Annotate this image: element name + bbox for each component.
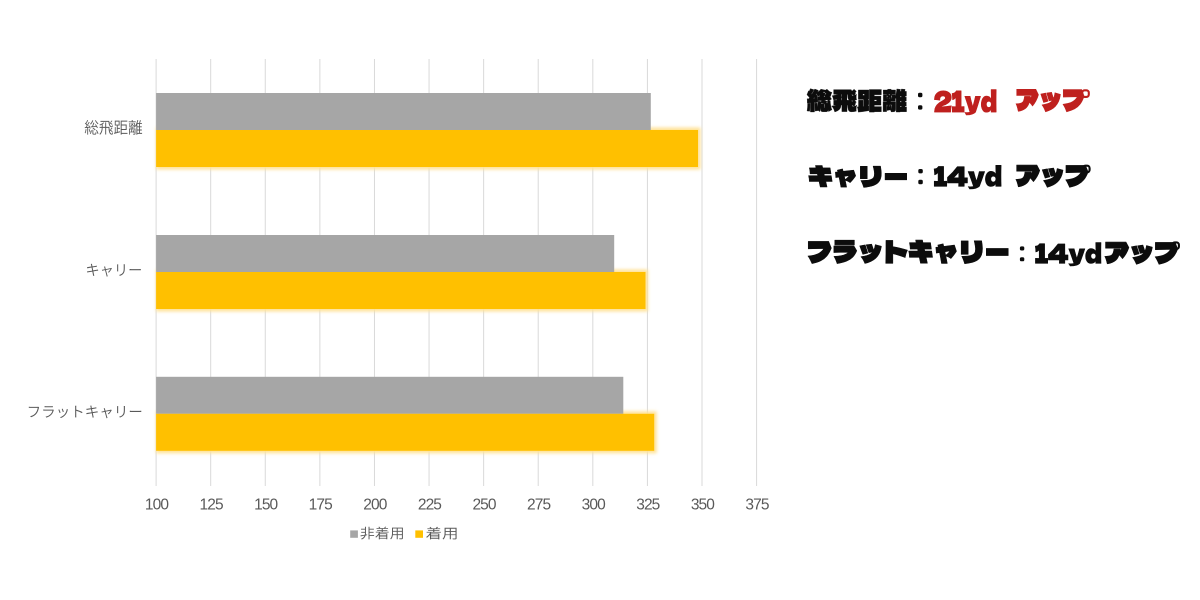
svg-text:375: 375 bbox=[745, 497, 768, 514]
svg-text:250: 250 bbox=[472, 497, 496, 514]
svg-text:300: 300 bbox=[582, 497, 606, 514]
svg-text:150: 150 bbox=[254, 497, 278, 514]
svg-text:275: 275 bbox=[527, 497, 550, 514]
svg-text:175: 175 bbox=[309, 497, 332, 514]
svg-text:225: 225 bbox=[418, 497, 441, 514]
svg-text:100: 100 bbox=[145, 497, 169, 514]
svg-text:125: 125 bbox=[200, 497, 223, 514]
svg-text:325: 325 bbox=[636, 497, 659, 514]
svg-text:350: 350 bbox=[691, 497, 715, 514]
svg-text:200: 200 bbox=[363, 497, 387, 514]
